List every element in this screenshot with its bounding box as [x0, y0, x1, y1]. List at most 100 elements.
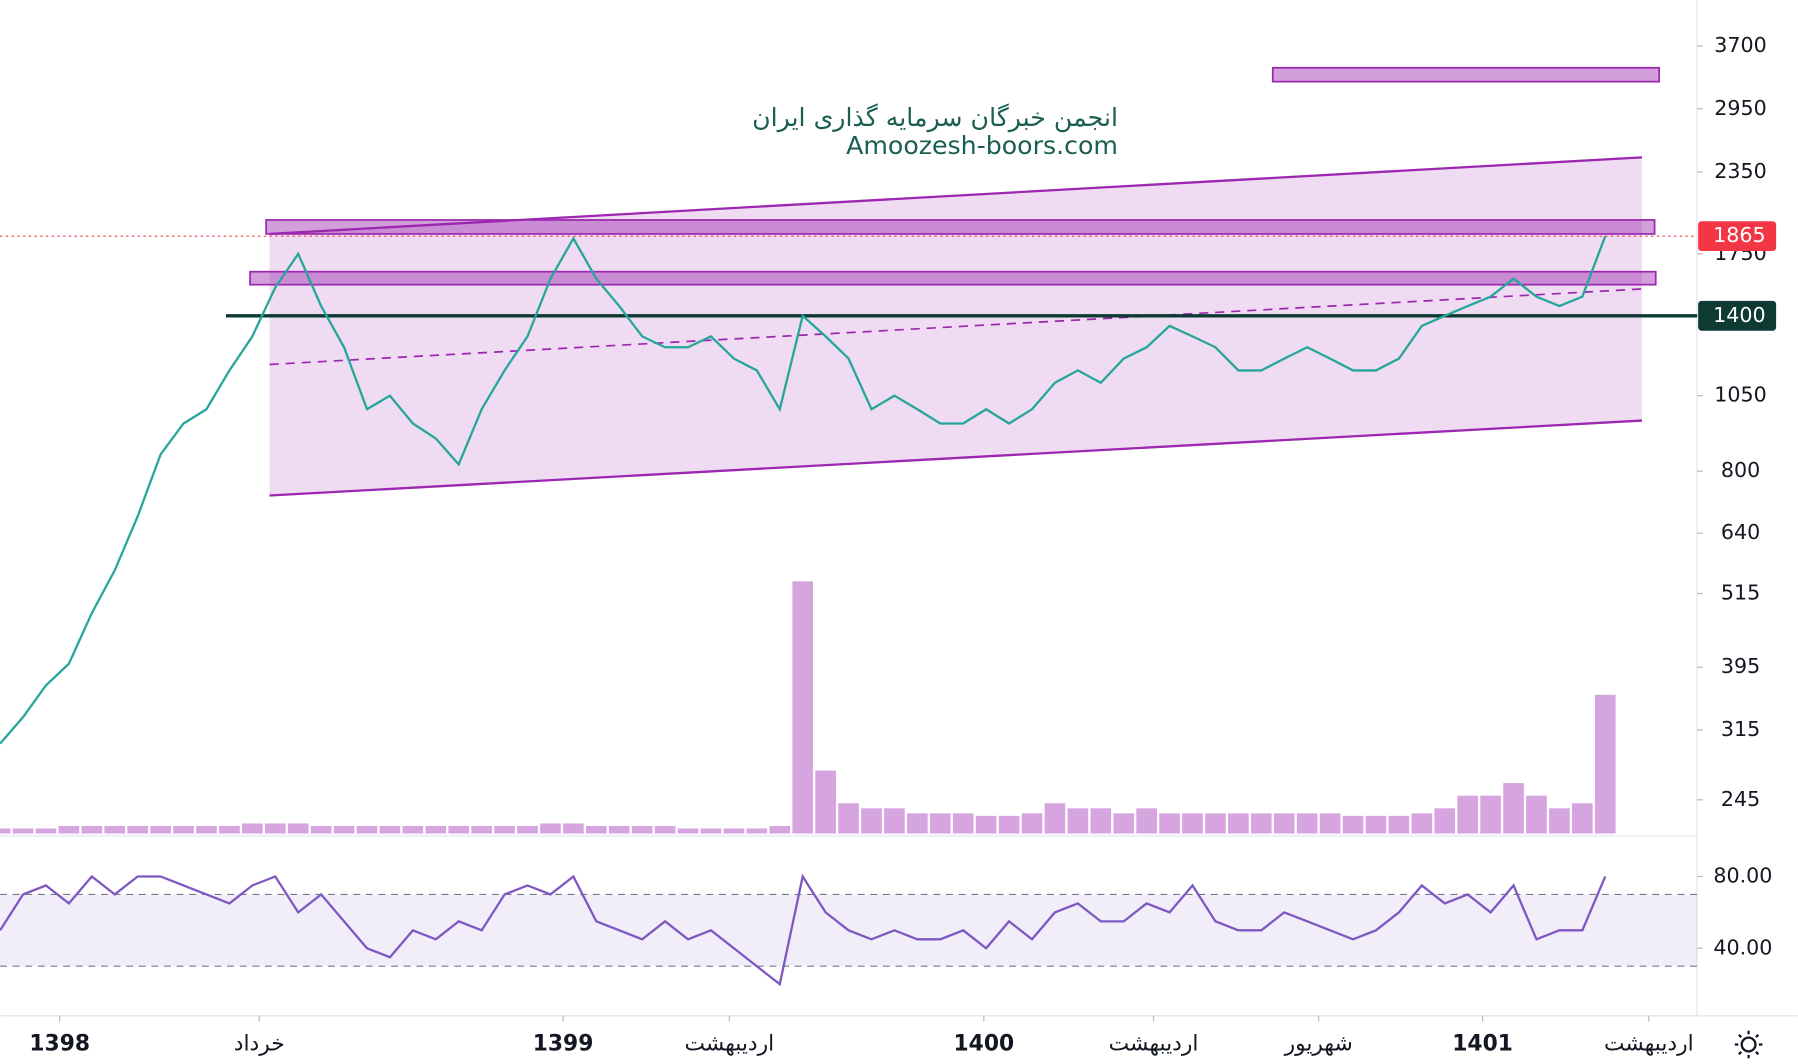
volume-bar — [471, 825, 492, 834]
volume-bar — [1021, 813, 1043, 834]
volume-bar — [1480, 795, 1501, 834]
volume-bar — [952, 813, 974, 834]
y-tick-label: 640 — [1721, 520, 1760, 544]
volume-bar — [1388, 815, 1410, 834]
volume-bar — [998, 815, 1020, 834]
last_price-label: 1865 — [1713, 223, 1766, 247]
x-tick-label: 1398 — [29, 1032, 90, 1057]
volume-bar — [769, 825, 791, 834]
level-label: 1400 — [1713, 303, 1766, 327]
volume-bar — [929, 813, 951, 834]
volume-bar — [540, 823, 561, 834]
rsi-tick-label: 80.00 — [1713, 863, 1772, 887]
level-box — [1698, 300, 1777, 331]
volume-bar — [1090, 808, 1112, 834]
volume-bar — [1296, 813, 1318, 834]
volume-bar — [608, 825, 630, 834]
channel-line — [269, 419, 1643, 497]
volume-bar — [425, 825, 447, 834]
y-tick-label: 515 — [1721, 581, 1760, 605]
y-tick-label: 3700 — [1714, 33, 1766, 57]
volume-bar — [861, 808, 882, 834]
y-tick-label: 800 — [1721, 458, 1760, 482]
volume-bar — [310, 825, 332, 834]
volume-bar — [1067, 808, 1089, 834]
y-tick-label: 245 — [1721, 787, 1760, 811]
volume-bar — [654, 825, 676, 834]
channel — [269, 157, 1642, 496]
volume-bar — [1342, 815, 1364, 834]
zone — [249, 270, 1657, 286]
volume-bar — [1594, 694, 1616, 834]
volume-bar — [585, 825, 607, 834]
volume-bar — [1136, 808, 1157, 834]
volume-bar — [1113, 813, 1135, 834]
volume-bar — [563, 823, 584, 834]
price-line — [0, 235, 1607, 745]
x-tick-label: 1400 — [954, 1032, 1015, 1057]
volume-bar — [975, 815, 997, 834]
last_price-box — [1698, 221, 1777, 252]
volume-bar — [127, 825, 149, 834]
volume-bar — [677, 828, 699, 834]
rsi-tick-label: 40.00 — [1713, 935, 1772, 959]
plot: 3700295023501750140010508006405153953152… — [0, 33, 1777, 1057]
volume-bar — [1572, 803, 1593, 834]
x-tick-label: اردیبهشت — [1604, 1032, 1694, 1057]
zone — [265, 219, 1656, 235]
volume-bar — [723, 828, 745, 834]
trend-line — [269, 288, 1643, 366]
volume-bar — [12, 828, 34, 834]
x-tick-label: اردیبهشت — [684, 1032, 774, 1057]
volume-bar — [196, 825, 217, 834]
volume-bar — [494, 825, 515, 834]
x-tick-label: شهریور — [1284, 1032, 1353, 1057]
volume-bar — [1526, 795, 1547, 834]
volume-bar — [838, 803, 859, 834]
volume-bar — [0, 828, 11, 834]
volume-bar — [907, 813, 928, 834]
settings-icon[interactable] — [1734, 1030, 1763, 1059]
volume-bar — [746, 828, 768, 834]
channel-line — [269, 156, 1643, 236]
volume-bar — [333, 825, 355, 834]
volume-bar — [1228, 813, 1249, 834]
volume-bar — [1319, 813, 1341, 834]
volume-bar — [1182, 813, 1203, 834]
volume-bar — [1159, 813, 1180, 834]
volume-bar — [81, 825, 103, 834]
x-tick-label: 1401 — [1452, 1032, 1513, 1057]
volume-bar — [448, 825, 470, 834]
x-tick-label: خرداد — [234, 1032, 285, 1057]
zone — [1271, 66, 1661, 83]
volume-bar — [35, 828, 57, 834]
volume-bar — [242, 823, 263, 834]
volume-bar — [1503, 783, 1524, 834]
y-tick-label: 315 — [1721, 717, 1760, 741]
volume-bar — [517, 825, 538, 834]
y-tick-label: 2350 — [1714, 159, 1766, 183]
volume-bar — [1549, 808, 1570, 834]
volume-bar — [287, 823, 309, 834]
volume-bar — [815, 770, 836, 834]
volume-bar — [356, 825, 378, 834]
volume-bar — [264, 823, 286, 834]
volume-bar — [58, 825, 80, 834]
volume-bar — [700, 828, 722, 834]
y-tick-label: 395 — [1721, 654, 1760, 678]
volume-bar — [379, 825, 401, 834]
volume-bar — [1273, 813, 1295, 834]
rsi-line — [0, 873, 1607, 987]
volume-bar — [173, 825, 194, 834]
x-tick-label: اردیبهشت — [1109, 1032, 1199, 1057]
volume-bar — [150, 825, 171, 834]
volume-bar — [1434, 808, 1456, 834]
volume-bar — [1365, 815, 1387, 834]
volume-bar — [631, 825, 653, 834]
volume-bar — [1457, 795, 1479, 834]
volume-bar — [402, 825, 424, 834]
y-tick-label: 1050 — [1714, 383, 1766, 407]
watermark: انجمن خبرگان سرمایه گذاری ایران — [752, 103, 1118, 133]
